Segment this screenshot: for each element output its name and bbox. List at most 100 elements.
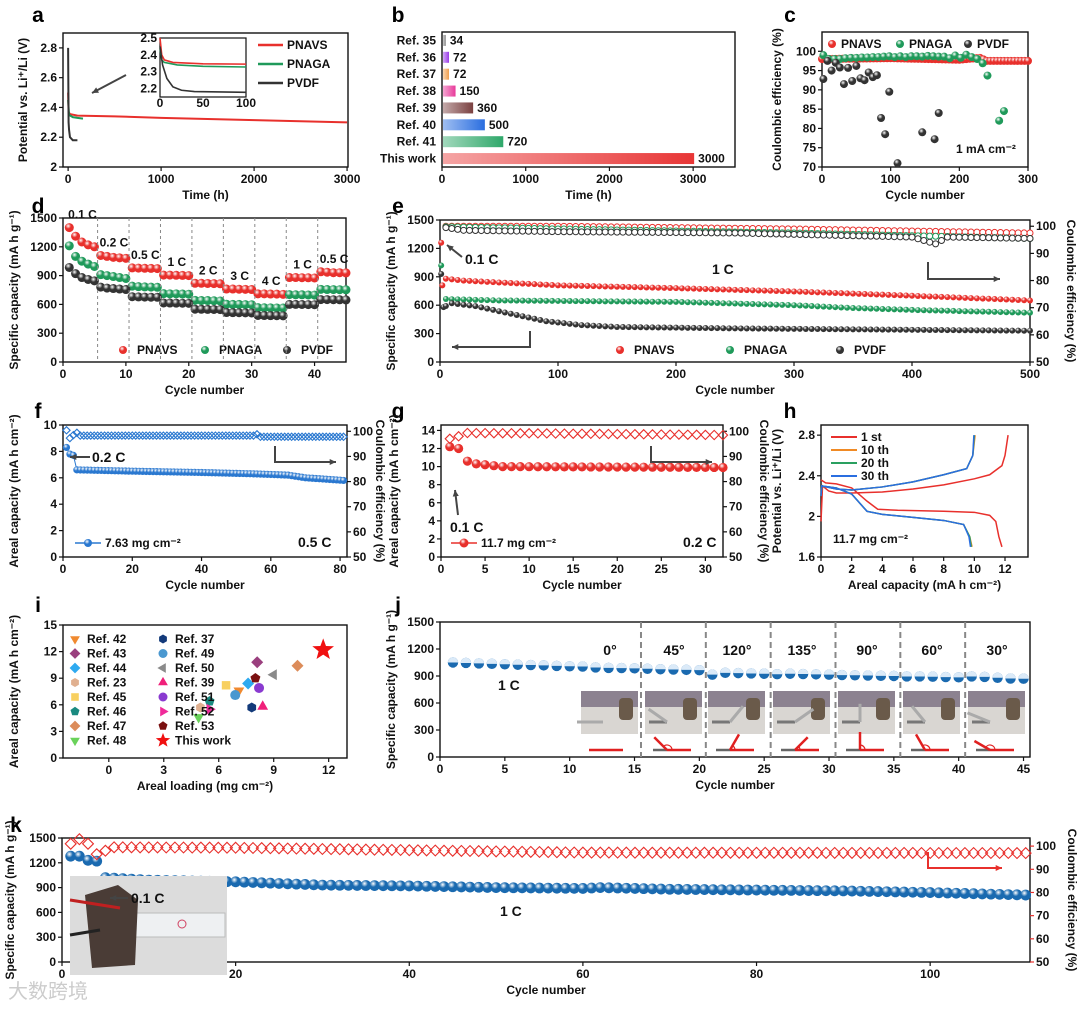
scatter-point [206,703,216,715]
y-tick-label: 0 [50,355,57,369]
data-point [584,298,591,305]
data-point [838,290,845,297]
y-tick-label: 0 [49,955,56,969]
right-axis-arrow [927,852,1002,872]
panel-label: e [392,195,404,218]
data-point [1019,846,1032,860]
data-point [328,295,338,305]
data-point [773,287,780,294]
data-point [584,228,591,236]
data-point [209,296,219,306]
series-7-63-mg-cm- [62,443,348,485]
bar-category-label: Ref. 40 [397,118,437,132]
battery-bending-photo [903,691,960,734]
bar-value-label: 150 [460,84,480,98]
y-tick-label: 600 [414,298,434,312]
data-point [572,298,579,305]
data-point [1002,889,1014,900]
data-point [534,882,545,894]
data-point [447,657,459,668]
data-point [537,281,544,288]
data-point [247,877,259,888]
data-point [741,846,754,859]
y-right-tick-label: 70 [1036,909,1050,923]
data-point [542,882,554,894]
panel-g: g 0 5 10 15 20 25 30 0 2 4 6 8 10 12 14 50 60 70 80 90 100 Cyc… [387,400,771,592]
y-axis-label: Coulombic efficiency (%) [770,28,784,171]
x-tick-label: 45 [1017,762,1031,776]
data-point [171,270,181,280]
data-point [339,476,348,485]
data-point [672,883,684,895]
data-point [814,289,821,296]
data-point [694,664,705,676]
data-point [1020,234,1028,242]
bar [443,68,450,80]
x-tick-label: 80 [750,967,764,981]
x-tick-label: 60 [264,562,278,576]
data-point [779,288,786,295]
rate-annotation: 0.1 C [465,251,498,267]
data-point [217,431,227,440]
data-point [737,229,745,237]
legend-marker [828,40,836,48]
panel-label: d [32,195,45,218]
data-point [442,224,450,232]
data-point [814,231,822,239]
data-point [773,325,780,332]
data-point [442,303,449,310]
data-point [190,304,200,314]
data-point [938,236,945,244]
data-point [566,282,573,289]
data-point [761,301,768,308]
bend-angle-label: 135° [788,642,817,658]
data-point [437,844,451,857]
data-point [412,880,424,892]
data-point [1015,296,1022,303]
data-point [875,670,887,682]
data-point [71,231,81,241]
scatter-point [230,690,241,701]
data-point [107,431,116,440]
data-point [234,299,244,309]
data-point [496,297,502,304]
data-point [673,285,679,292]
data-point [276,432,286,442]
plot-frame [62,624,348,759]
data-point [962,327,969,334]
y-axis-label: Areal capacity (mA h cm⁻²) [387,414,401,567]
data-point [1002,846,1015,860]
legend-marker [158,692,168,702]
data-point [678,299,685,306]
data-point [335,295,345,305]
data-point [341,295,351,305]
x-tick-label: 1000 [512,172,539,186]
rate-label: 1 C [293,258,312,272]
data-point [90,848,103,861]
data-point [360,880,372,891]
data-point [214,431,224,440]
data-point [334,879,346,891]
data-point [324,842,338,856]
legend-label: Ref. 50 [175,661,215,675]
data-point [325,879,337,891]
data-point [411,844,425,857]
data-point [543,281,550,288]
data-point [81,837,95,850]
data-point [631,284,638,291]
data-point [898,886,910,898]
data-point [466,296,473,303]
data-point [531,281,538,288]
data-point [245,431,255,440]
data-point [549,297,556,304]
data-point [484,297,491,304]
data-point [637,284,644,291]
battery-bending-photo [577,691,638,734]
x-tick-label: 9 [270,763,277,777]
data-point [958,846,972,860]
x-axis-label: Time (h) [565,188,611,202]
inset-line-pvdf [159,46,247,94]
data-point [674,462,684,472]
data-point [625,284,632,291]
data-point [507,280,514,287]
